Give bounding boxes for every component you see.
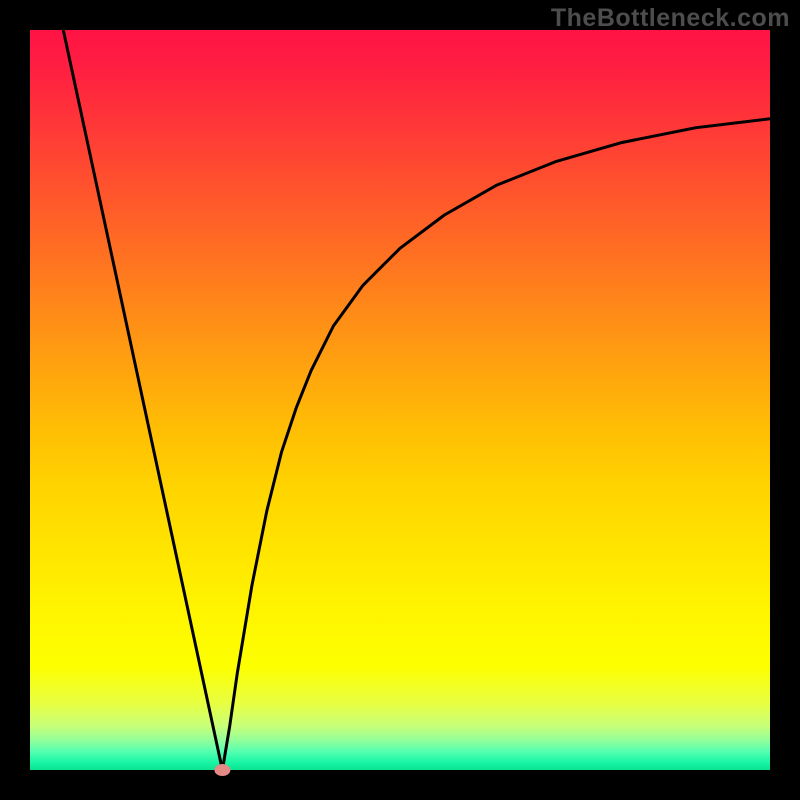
watermark-text: TheBottleneck.com — [551, 4, 790, 33]
bottleneck-chart — [0, 0, 800, 800]
chart-stage: TheBottleneck.com — [0, 0, 800, 800]
minimum-marker — [214, 764, 230, 776]
plot-background — [30, 30, 770, 770]
